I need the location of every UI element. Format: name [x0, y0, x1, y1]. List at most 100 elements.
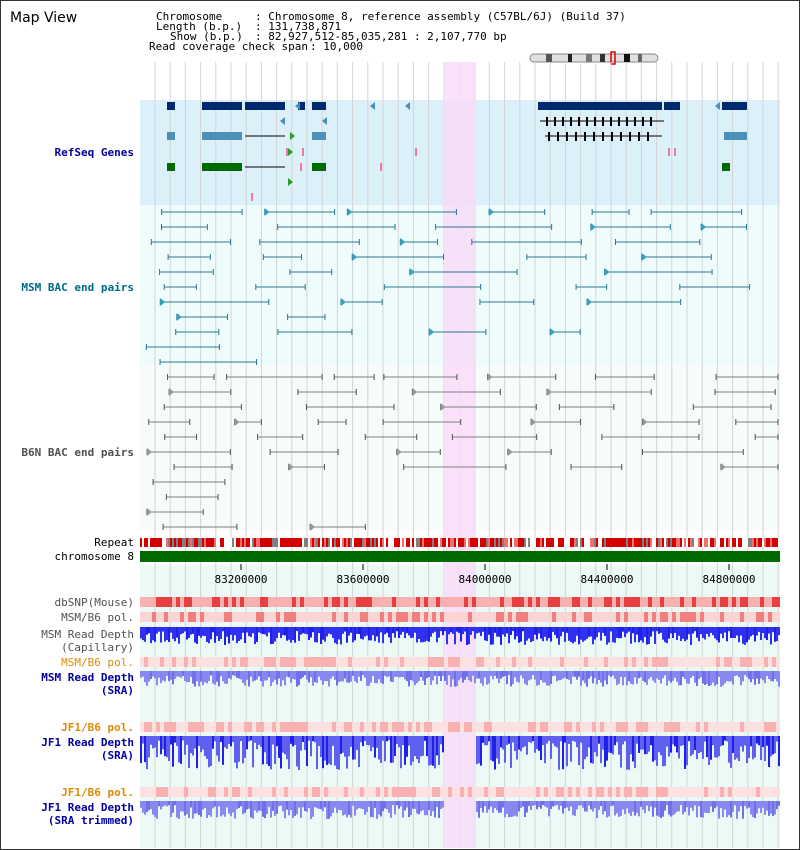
- dbsnp-cell: [668, 597, 672, 607]
- msm-depth-capillary-bar: [726, 627, 728, 642]
- track-label-msm-bac[interactable]: MSM BAC end pairs: [21, 281, 134, 294]
- chromosome-ideogram[interactable]: [528, 51, 662, 65]
- jf1-depth-trimmed-bar: [576, 801, 578, 810]
- track-label-msm-depth-capillary[interactable]: MSM Read Depth (Capillary): [41, 628, 134, 654]
- bac-end-arrow: [701, 223, 707, 231]
- repeat-segment: [664, 538, 666, 547]
- dbsnp-cell: [256, 597, 260, 607]
- msm-depth-sra-bar: [254, 671, 256, 681]
- jf1-b6-pol-2-cell: [732, 787, 736, 797]
- jf1-depth-sra-bar: [636, 736, 638, 744]
- gene-exon: [554, 117, 556, 126]
- gene-arrow: [370, 102, 375, 110]
- jf1-b6-pol-2-cell: [576, 787, 580, 797]
- msm-depth-capillary-bar: [184, 627, 186, 632]
- track-label-chromosome[interactable]: chromosome 8: [54, 550, 134, 563]
- msm-depth-sra-bar: [304, 671, 306, 676]
- msm-depth-sra-bar: [572, 671, 574, 677]
- repeat-segment: [308, 538, 310, 547]
- jf1-depth-sra-bar: [728, 736, 730, 763]
- jf1-depth-sra-bar: [412, 736, 414, 762]
- track-label-msm-b6-pol-1[interactable]: MSM/B6 pol.: [61, 611, 134, 624]
- msm-depth-sra-bar: [438, 671, 440, 677]
- track-label-b6n-bac[interactable]: B6N BAC end pairs: [21, 446, 134, 459]
- repeat-segment: [526, 538, 528, 547]
- dbsnp-cell: [508, 597, 512, 607]
- dbsnp-cell: [376, 597, 380, 607]
- track-label-msm-b6-pol-2[interactable]: MSM/B6 pol.: [61, 656, 134, 669]
- refseq-genes-track[interactable]: [167, 102, 747, 201]
- jf1-depth-trimmed-bar: [368, 801, 370, 807]
- repeat-segment: [628, 538, 630, 547]
- repeat-segment: [346, 538, 348, 547]
- msm-b6-pol-cell: [644, 612, 648, 622]
- track-label-jf1-b6-pol-1[interactable]: JF1/B6 pol.: [61, 721, 134, 734]
- repeat-segment: [674, 538, 676, 547]
- jf1-depth-trimmed-bar: [666, 801, 668, 806]
- jf1-b6-pol-2-cell: [192, 787, 196, 797]
- msm-depth-capillary-bar: [734, 627, 736, 639]
- chromosome-bar[interactable]: [140, 551, 780, 562]
- msm-depth-sra-bar: [528, 671, 530, 681]
- jf1-depth-trimmed-bar: [434, 801, 436, 818]
- track-label-dbsnp[interactable]: dbSNP(Mouse): [54, 596, 134, 609]
- track-label-jf1-b6-pol-2[interactable]: JF1/B6 pol.: [61, 786, 134, 799]
- track-label-jf1-depth-trimmed[interactable]: JF1 Read Depth (SRA trimmed): [41, 801, 134, 827]
- gene-feature: [312, 102, 326, 110]
- read-depth-tracks[interactable]: [140, 627, 780, 819]
- gene-exon: [548, 132, 550, 141]
- jf1-b6-pol-cell: [556, 722, 560, 732]
- msm-b6-pol-2-cell: [736, 657, 740, 667]
- jf1-b6-pol-2-cell: [588, 787, 592, 797]
- track-label-msm-depth-sra[interactable]: MSM Read Depth (SRA): [41, 671, 134, 697]
- jf1-depth-trimmed-bar: [364, 801, 366, 815]
- bac-end-arrow: [550, 328, 556, 336]
- msm-depth-sra-bar: [668, 671, 670, 681]
- jf1-b6-pol-cell: [144, 722, 148, 732]
- jf1-depth-trimmed-bar: [272, 801, 274, 811]
- repeat-segment: [534, 538, 536, 547]
- jf1-depth-trimmed-bar: [254, 801, 256, 811]
- repeat-segment: [768, 538, 770, 547]
- msm-depth-capillary-bar: [142, 627, 144, 641]
- repeat-segment: [442, 538, 444, 547]
- jf1-depth-trimmed-bar: [694, 801, 696, 806]
- dbsnp-cell: [188, 597, 192, 607]
- jf1-depth-trimmed-bar: [590, 801, 592, 810]
- jf1-depth-trimmed-bar: [264, 801, 266, 819]
- track-label-refseq[interactable]: RefSeq Genes: [54, 146, 134, 159]
- jf1-depth-sra-bar: [258, 736, 260, 745]
- snp-tracks[interactable]: [140, 597, 780, 797]
- track-label-repeat[interactable]: Repeat: [94, 536, 134, 549]
- jf1-b6-pol-cell: [196, 722, 200, 732]
- repeat-segment: [178, 538, 180, 547]
- jf1-b6-pol-cell: [684, 722, 688, 732]
- jf1-b6-pol-2-cell: [172, 787, 176, 797]
- jf1-b6-pol-cell: [524, 722, 528, 732]
- repeat-track[interactable]: [140, 538, 780, 547]
- msm-b6-pol-2-cell: [576, 657, 580, 667]
- msm-b6-pol-cell: [444, 612, 448, 622]
- msm-b6-pol-cell: [288, 612, 292, 622]
- track-label-jf1-depth-sra[interactable]: JF1 Read Depth (SRA): [41, 736, 134, 762]
- jf1-depth-trimmed-bar: [214, 801, 216, 807]
- msm-bac-track[interactable]: [145, 208, 751, 365]
- msm-depth-sra-bar: [380, 671, 382, 683]
- repeat-segment: [554, 538, 556, 547]
- jf1-b6-pol-2-cell: [428, 787, 432, 797]
- dbsnp-cell: [724, 597, 728, 607]
- msm-depth-sra-bar: [466, 671, 468, 677]
- b6n-bac-track[interactable]: [146, 373, 779, 531]
- bac-end-arrow: [507, 448, 513, 456]
- repeat-segment: [150, 538, 152, 547]
- jf1-b6-pol-2-cell: [176, 787, 180, 797]
- repeat-segment: [382, 538, 384, 547]
- msm-depth-sra-bar: [224, 671, 226, 684]
- bac-end-arrow: [429, 328, 435, 336]
- msm-b6-pol-2-cell: [756, 657, 760, 667]
- msm-depth-capillary-bar: [258, 627, 260, 633]
- msm-b6-pol-cell: [312, 612, 316, 622]
- track-canvas[interactable]: 83200000 83600000 84000000 84400000 84800000: [140, 62, 782, 848]
- jf1-depth-trimmed-bar: [632, 801, 634, 812]
- msm-b6-pol-2-cell: [504, 657, 508, 667]
